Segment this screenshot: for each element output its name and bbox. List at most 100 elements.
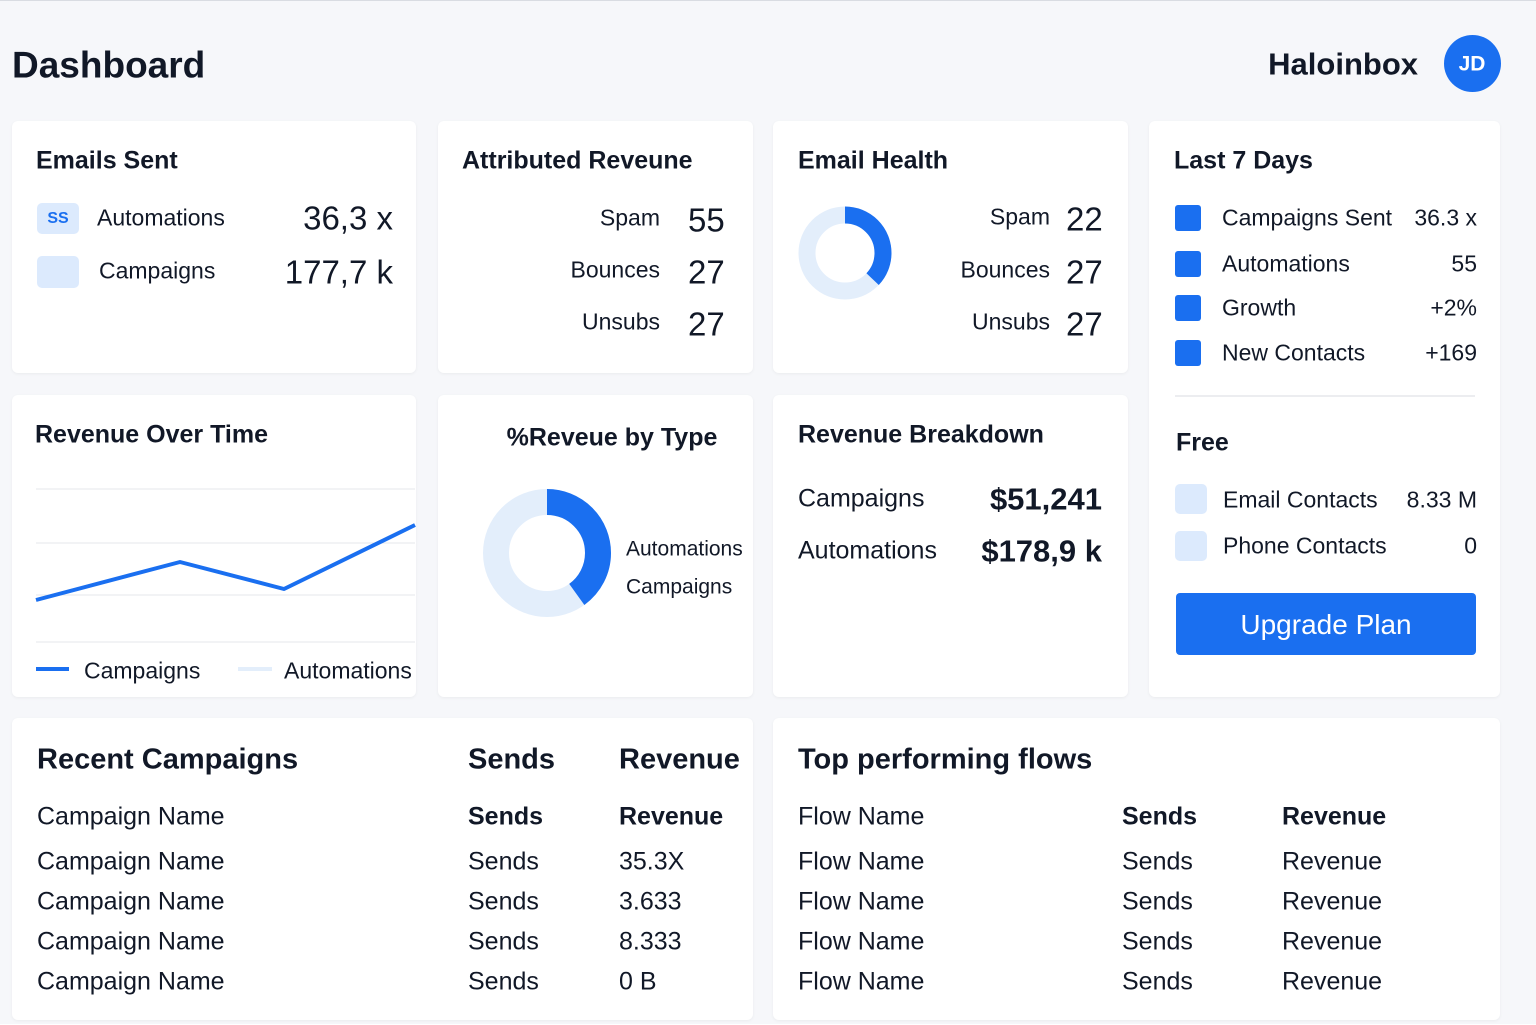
icon-bg xyxy=(1175,531,1207,561)
table-cell: Campaign Name xyxy=(37,927,225,956)
table-header: Sends xyxy=(468,802,544,831)
row-value: 177,7 k xyxy=(284,253,393,291)
icon-bg xyxy=(1175,484,1207,514)
revenue-breakdown-card xyxy=(773,395,1128,697)
row-label: Campaigns xyxy=(798,484,925,513)
table-cell: 35.3X xyxy=(619,847,685,876)
table-cell: Campaign Name xyxy=(37,967,225,996)
row-value: 36.3 x xyxy=(1414,204,1477,231)
table-cell: Sends xyxy=(468,847,539,876)
row-value: +2% xyxy=(1430,294,1477,321)
table-header: Campaign Name xyxy=(37,802,225,831)
page-title: Dashboard xyxy=(12,44,206,86)
row-label: Bounces xyxy=(960,256,1050,283)
attributed-revenue-card xyxy=(438,121,753,373)
card-title: Email Health xyxy=(798,146,949,175)
table-cell: Flow Name xyxy=(798,967,925,996)
table-cell: Sends xyxy=(468,967,539,996)
row-label: Unsubs xyxy=(582,308,660,335)
row-value: 22 xyxy=(1066,200,1103,238)
table-cell: Revenue xyxy=(1282,927,1383,956)
table-cell: Campaign Name xyxy=(37,887,225,916)
row-value: 0 xyxy=(1464,532,1477,559)
table-cell: Sends xyxy=(1122,887,1193,916)
upgrade-button[interactable] xyxy=(1176,593,1476,655)
table-cell: Sends xyxy=(1122,927,1193,956)
row-label: New Contacts xyxy=(1222,339,1366,366)
donut-arc xyxy=(483,489,611,617)
legend-label: Campaigns xyxy=(626,575,733,599)
table-header: Revenue xyxy=(619,802,724,831)
card-title: Emails Sent xyxy=(36,146,178,175)
icon-text: SS xyxy=(47,210,69,227)
card-title: Recent Campaigns xyxy=(37,743,299,776)
row-label: Email Contacts xyxy=(1223,486,1378,513)
emails-sent-card xyxy=(12,121,416,373)
recent-campaigns-card xyxy=(12,718,753,1020)
row-value: 27 xyxy=(1066,253,1103,291)
plan-title: Free xyxy=(1176,428,1229,457)
donut-arc xyxy=(798,206,892,300)
row-value: 55 xyxy=(1451,250,1477,277)
icon-bg xyxy=(37,203,79,234)
row-value: 8.33 M xyxy=(1406,486,1477,513)
table-cell: 3.633 xyxy=(619,887,682,916)
legend-label: Automations xyxy=(284,657,412,684)
row-label: Automations xyxy=(798,536,937,565)
legend-label: Automations xyxy=(626,537,743,561)
card-title: Last 7 Days xyxy=(1174,146,1313,175)
card-title: Attributed Reveune xyxy=(462,146,693,175)
card-title: Revenue Over Time xyxy=(35,420,268,449)
avatar-initials: JD xyxy=(1458,52,1486,76)
legend-label: Campaigns xyxy=(84,657,201,684)
row-value: $178,9 k xyxy=(981,533,1102,569)
row-value: 36,3 x xyxy=(303,199,393,237)
table-header: Revenue xyxy=(1282,802,1387,831)
row-label: Automations xyxy=(1222,250,1350,277)
bullet-square xyxy=(1175,205,1201,231)
column-title: Sends xyxy=(468,743,556,776)
campaigns-line xyxy=(35,523,416,602)
row-label: Spam xyxy=(599,204,660,231)
bullet-square xyxy=(1175,251,1201,277)
table-cell: Sends xyxy=(468,927,539,956)
table-cell: Revenue xyxy=(1282,967,1383,996)
card-title: Revenue Breakdown xyxy=(798,420,1044,449)
row-label: Spam xyxy=(989,203,1050,230)
avatar xyxy=(1444,35,1501,92)
bullet-square xyxy=(1175,295,1201,321)
brand-name: Haloinbox xyxy=(1268,46,1418,82)
row-label: Campaigns xyxy=(99,257,216,284)
row-value: 27 xyxy=(688,253,725,291)
row-value: +169 xyxy=(1425,339,1477,366)
row-label: Phone Contacts xyxy=(1223,532,1387,559)
table-cell: Revenue xyxy=(1282,847,1383,876)
table-cell: Sends xyxy=(1122,847,1193,876)
upgrade-button-label[interactable]: Upgrade Plan xyxy=(1240,609,1412,640)
table-cell: 0 B xyxy=(619,967,657,996)
table-cell: 8.333 xyxy=(619,927,682,956)
row-value: 27 xyxy=(1066,305,1103,343)
table-cell: Sends xyxy=(468,887,539,916)
row-value: $51,241 xyxy=(989,481,1102,517)
row-value: 27 xyxy=(688,305,725,343)
row-label: Automations xyxy=(97,204,225,231)
top-flows-card xyxy=(773,718,1500,1020)
row-value: 55 xyxy=(688,201,725,239)
table-cell: Sends xyxy=(1122,967,1193,996)
table-header: Flow Name xyxy=(798,802,925,831)
icon-bg xyxy=(37,256,79,288)
table-cell: Campaign Name xyxy=(37,847,225,876)
row-label: Campaigns Sent xyxy=(1222,204,1393,231)
bullet-square xyxy=(1175,340,1201,366)
column-title: Revenue xyxy=(619,743,740,776)
revenue-over-time-card xyxy=(12,395,416,697)
row-label: Unsubs xyxy=(972,308,1050,335)
row-label: Bounces xyxy=(570,256,660,283)
table-cell: Revenue xyxy=(1282,887,1383,916)
card-title: %Reveue by Type xyxy=(506,423,718,452)
card-title: Top performing flows xyxy=(798,743,1093,776)
table-header: Sends xyxy=(1122,802,1198,831)
table-cell: Flow Name xyxy=(798,927,925,956)
